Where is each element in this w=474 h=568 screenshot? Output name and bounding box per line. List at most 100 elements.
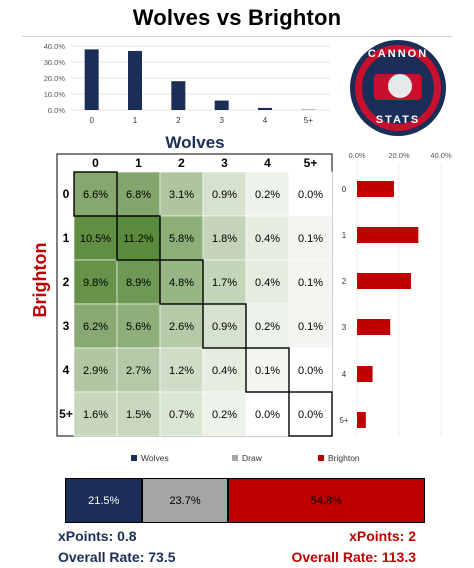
right-chart-bar xyxy=(357,366,373,382)
top-chart-xtick: 1 xyxy=(133,116,138,125)
matrix-cell xyxy=(116,215,161,261)
matrix-cell-value: 10.5% xyxy=(80,233,111,245)
right-chart-xtick: 40.0% xyxy=(430,151,452,160)
draw-diagonal-cell xyxy=(288,391,333,437)
right-chart-bar xyxy=(357,273,411,289)
matrix-cell xyxy=(116,391,161,437)
legend-label: Wolves xyxy=(141,453,169,463)
legend-swatch xyxy=(232,455,238,461)
matrix-cell-value: 1.8% xyxy=(212,233,237,245)
draw-diagonal-cell xyxy=(116,215,161,261)
matrix-cell xyxy=(202,259,247,305)
matrix-cell-value: 4.8% xyxy=(169,277,194,289)
matrix-cell-value: 1.6% xyxy=(83,409,108,421)
page-title: Wolves vs Brighton xyxy=(132,5,342,30)
matrix-cell xyxy=(159,391,204,437)
matrix-cell-value: 2.9% xyxy=(83,365,108,377)
matrix-cell-value: 0.2% xyxy=(255,189,280,201)
right-chart-ytick: 1 xyxy=(342,231,347,240)
outcome-segment-away: 54.8% xyxy=(227,478,425,523)
matrix-cell-value: 0.4% xyxy=(212,365,237,377)
matrix-cell-value: 6.8% xyxy=(126,189,151,201)
matrix-row-header: 0 xyxy=(63,187,70,201)
matrix-cell xyxy=(159,303,204,349)
top-chart-xtick: 4 xyxy=(263,116,268,125)
matrix-cell xyxy=(245,171,290,217)
matrix-cell xyxy=(73,303,118,349)
matrix-cell-value: 1.5% xyxy=(126,409,151,421)
matrix-cell xyxy=(159,259,204,305)
matrix-cell xyxy=(288,215,333,261)
matrix-cell xyxy=(159,171,204,217)
cannon-stats-logo: CANNON STATS xyxy=(350,40,446,136)
right-chart-ytick: 5+ xyxy=(339,416,348,425)
matrix-col-header: 2 xyxy=(178,156,185,170)
away-xpoints: xPoints: 2 xyxy=(349,528,416,544)
right-chart-ytick: 0 xyxy=(342,185,347,194)
right-chart-bar xyxy=(357,227,419,243)
top-chart-ytick: 0.0% xyxy=(48,106,65,115)
legend-swatch xyxy=(131,455,137,461)
matrix-cell-value: 6.2% xyxy=(83,321,108,333)
matrix-cell-value: 5.8% xyxy=(169,233,194,245)
top-chart-bar xyxy=(84,49,99,110)
matrix-cell-value: 0.2% xyxy=(255,321,280,333)
matrix-row-header: 4 xyxy=(63,363,70,377)
matrix-cell xyxy=(159,347,204,393)
right-chart-bar xyxy=(357,412,366,428)
top-chart-xtick: 0 xyxy=(89,116,94,125)
logo-bottom-word: STATS xyxy=(375,114,421,126)
draw-diagonal-cell xyxy=(245,347,290,393)
top-chart-xtick: 3 xyxy=(219,116,224,125)
matrix-cell-value: 0.1% xyxy=(298,233,323,245)
matrix-cell-value: 0.0% xyxy=(298,409,323,421)
matrix-cell xyxy=(73,171,118,217)
top-chart-bar xyxy=(128,50,142,110)
legend-label: Draw xyxy=(242,453,263,463)
matrix-cell xyxy=(202,171,247,217)
matrix-cell-value: 0.0% xyxy=(255,409,280,421)
matrix-cell xyxy=(288,171,333,217)
matrix-row-header: 2 xyxy=(63,275,70,289)
matrix-col-header: 5+ xyxy=(304,156,318,170)
matrix-cell-value: 5.6% xyxy=(126,321,151,333)
matrix-row-header: 1 xyxy=(63,231,70,245)
away-overall-rate: Overall Rate: 113.3 xyxy=(291,549,416,565)
matrix-cell-value: 1.2% xyxy=(169,365,194,377)
matrix-col-header: 0 xyxy=(92,156,99,170)
matrix-cell-value: 8.9% xyxy=(126,277,151,289)
matrix-cell xyxy=(202,347,247,393)
matrix-col-header: 1 xyxy=(135,156,142,170)
logo-top-word: CANNON xyxy=(367,48,429,60)
matrix-cell-value: 11.2% xyxy=(123,233,154,245)
matrix-cell-value: 2.7% xyxy=(126,365,151,377)
home-xpoints: xPoints: 0.8 xyxy=(58,528,137,544)
matrix-cell-value: 0.0% xyxy=(298,365,323,377)
right-chart-ytick: 4 xyxy=(342,370,347,379)
matrix-cell xyxy=(116,347,161,393)
matrix-cell-value: 0.1% xyxy=(255,365,280,377)
matrix-cell-value: 1.7% xyxy=(212,277,237,289)
matrix-cell xyxy=(202,215,247,261)
right-chart-bar xyxy=(357,181,394,197)
right-chart-bar xyxy=(357,319,391,335)
matrix-cell xyxy=(202,391,247,437)
legend-swatch xyxy=(318,455,324,461)
matrix-cell xyxy=(288,391,333,437)
matrix-cell xyxy=(245,391,290,437)
home-team-label: Wolves xyxy=(165,133,224,152)
matrix-col-header: 4 xyxy=(264,156,271,170)
matrix-cell-value: 0.2% xyxy=(212,409,237,421)
top-chart-xtick: 5+ xyxy=(304,116,313,125)
draw-diagonal-cell xyxy=(159,259,204,305)
ball-icon xyxy=(388,74,412,98)
right-chart-ytick: 3 xyxy=(342,323,347,332)
matrix-cell-value: 0.1% xyxy=(298,321,323,333)
outcome-bar: 21.5% 23.7% 54.8% xyxy=(65,478,425,523)
matrix-cell-value: 3.1% xyxy=(169,189,194,201)
legend-label: Brighton xyxy=(328,453,360,463)
top-chart-bar xyxy=(258,107,272,110)
matrix-col-header: 3 xyxy=(221,156,228,170)
right-chart-xtick: 0.0% xyxy=(348,151,365,160)
